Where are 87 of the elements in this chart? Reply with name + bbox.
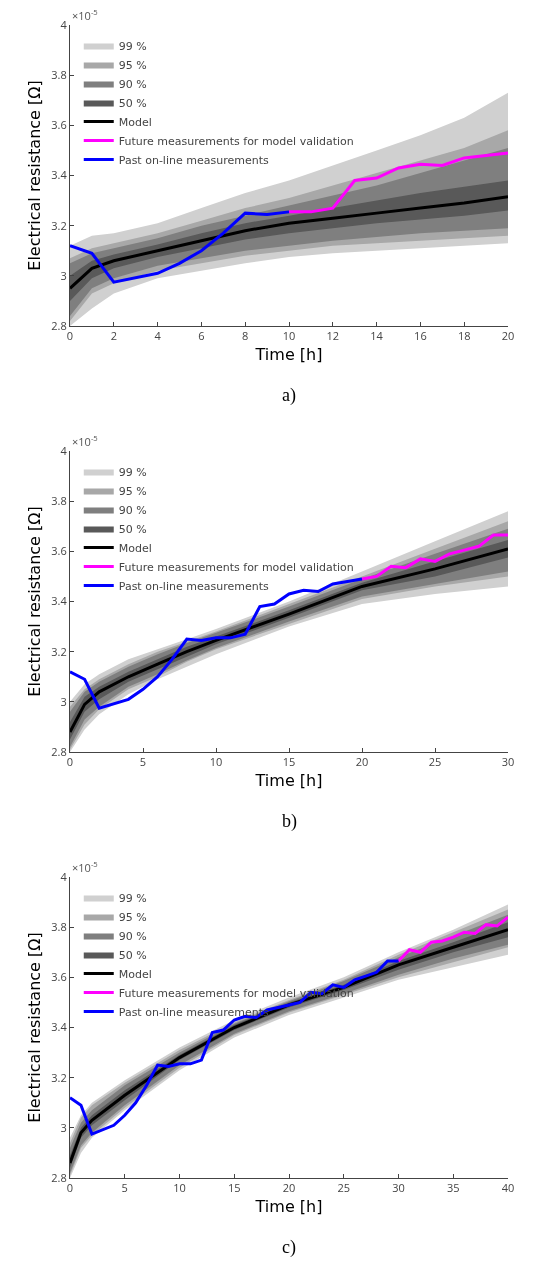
x-tick-label: 20 [355,754,369,770]
y-tick-label: 3.2 [51,217,67,233]
x-tick-label: 10 [282,328,296,344]
line-series [70,195,508,290]
x-tick-label: 10 [209,754,223,770]
legend-label: Future measurements for model validation [118,134,354,148]
text: a) [282,385,296,406]
x-axis-title: Time [h] [254,344,323,364]
y-tick-label: 2.8 [51,317,67,333]
y-tick-label: 3 [60,1119,67,1135]
y-tick-label: 3.6 [51,969,67,985]
line-series [397,915,508,963]
text: b) [282,811,297,832]
legend-label: Future measurements for model validation [118,560,354,574]
x-tick-label: 16 [414,328,427,344]
text: ×10$^{-5}$ [72,7,98,23]
y-axis-title: Electrical resistance [Ω] [25,80,45,271]
y-tick-label: 3 [60,693,67,709]
text: ×10$^{-5}$ [72,859,98,875]
x-tick-label: 15 [227,1180,241,1196]
x-tick-label: 25 [428,754,442,770]
legend-label: 90 % [118,503,147,517]
x-tick-label: 15 [282,754,296,770]
y-tick-label: 2.8 [51,1169,67,1185]
legend-label: 50 % [118,948,147,962]
y-tick-label: 4 [60,868,68,884]
x-tick-label: 4 [154,328,162,344]
y-axis-title: Electrical resistance [Ω] [25,506,45,697]
text: c) [282,1237,296,1258]
legend-label: 95 % [118,910,147,924]
legend-label: 99 % [118,465,147,479]
legend-label: Model [118,967,152,981]
x-tick-label: 10 [173,1180,186,1196]
x-tick-label: 0 [66,1180,74,1196]
line-series [360,533,508,581]
y-tick-label: 3.8 [51,67,67,83]
legend-label: Past on-line measurements [118,579,269,593]
legend-label: Past on-line measurements [118,153,269,167]
x-tick-label: 18 [457,328,471,344]
legend-label: 99 % [118,39,147,53]
legend-label: 99 % [118,891,147,905]
y-tick-label: 3.4 [51,167,68,183]
y-tick-label: 3.8 [51,919,67,935]
x-tick-label: 0 [66,328,74,344]
x-tick-label: 20 [501,328,515,344]
y-tick-label: 2.8 [51,743,67,759]
x-tick-label: 0 [66,754,74,770]
x-tick-label: 5 [139,754,147,770]
y-tick-label: 3.2 [51,1069,67,1085]
legend-label: Model [118,115,152,129]
x-tick-label: 30 [501,754,515,770]
x-tick-label: 8 [242,328,249,344]
x-tick-label: 30 [392,1180,405,1196]
legend-label: Future measurements for model validation [118,986,354,1000]
legend-label: 50 % [118,96,147,110]
y-tick-label: 3.6 [51,117,67,133]
x-tick-label: 12 [326,328,340,344]
y-tick-label: 3.8 [51,493,67,509]
legend-label: 50 % [118,522,147,536]
legend-label: 90 % [118,929,147,943]
x-tick-label: 5 [121,1180,128,1196]
x-axis-title: Time [h] [254,770,323,790]
x-tick-label: 2 [110,328,117,344]
x-tick-label: 14 [370,328,384,344]
y-tick-label: 3.4 [51,593,68,609]
legend-label: Model [118,541,152,555]
x-tick-label: 35 [446,1180,460,1196]
legend-label: 95 % [118,484,147,498]
x-tick-label: 6 [198,328,205,344]
legend-label: 90 % [118,77,147,91]
text: ×10$^{-5}$ [72,433,98,449]
line-series [70,210,291,284]
y-tick-label: 3.2 [51,643,67,659]
line-series [287,151,508,214]
x-tick-label: 40 [501,1180,515,1196]
y-tick-label: 3 [60,267,67,283]
y-tick-label: 3.6 [51,543,67,559]
x-tick-label: 25 [337,1180,351,1196]
line-series [70,577,364,710]
y-axis-title: Electrical resistance [Ω] [25,932,45,1123]
x-axis-title: Time [h] [254,1196,323,1216]
legend-label: 95 % [118,58,147,72]
y-tick-label: 3.4 [51,1019,68,1035]
line-series [70,959,400,1136]
y-tick-label: 4 [60,442,68,458]
x-tick-label: 20 [282,1180,296,1196]
y-tick-label: 4 [60,16,68,32]
